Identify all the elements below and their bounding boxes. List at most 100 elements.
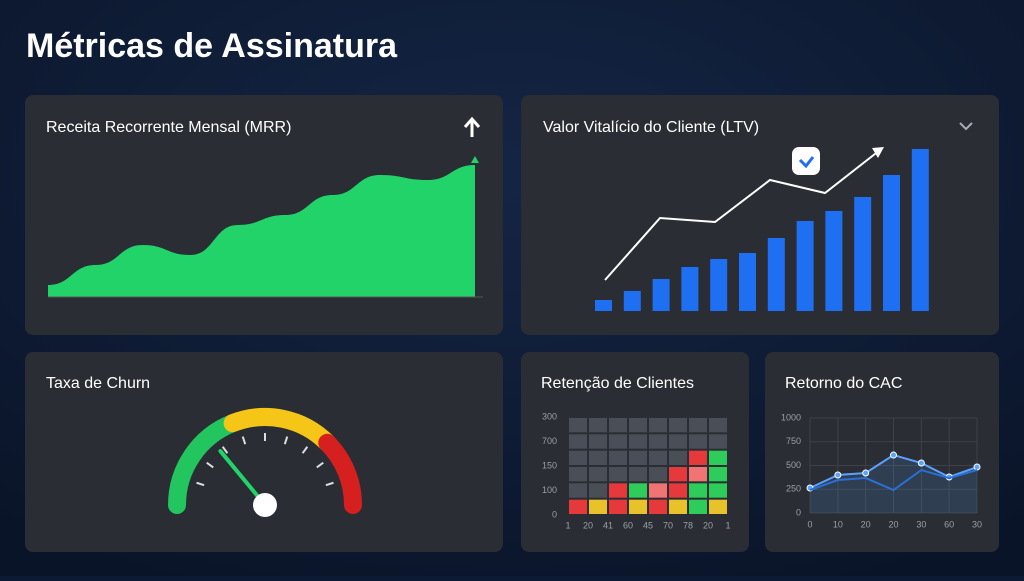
page-title: Métricas de Assinatura xyxy=(26,27,398,65)
heat-cell xyxy=(569,434,587,449)
area xyxy=(48,165,475,297)
bar xyxy=(883,175,900,311)
bar xyxy=(767,238,785,311)
heat-cell xyxy=(709,450,727,465)
bar xyxy=(710,259,728,311)
gauge-tick xyxy=(316,461,324,469)
heat-cell xyxy=(629,467,647,482)
bar xyxy=(911,149,929,311)
bar xyxy=(854,197,872,311)
x-tick-label: 10 xyxy=(833,519,843,529)
heat-cell xyxy=(669,434,687,449)
heat-cell xyxy=(709,499,727,514)
area xyxy=(810,455,977,513)
y-tick-label: 700 xyxy=(542,436,557,446)
heat-cell xyxy=(649,434,667,449)
check-badge xyxy=(792,147,820,175)
bar xyxy=(595,300,612,311)
line xyxy=(809,468,978,492)
heat-cell xyxy=(649,483,667,498)
point xyxy=(917,459,925,467)
point xyxy=(973,463,981,471)
heat-cell xyxy=(629,418,647,433)
heat-cell xyxy=(629,450,647,465)
heat-cell xyxy=(669,499,687,514)
check-icon xyxy=(798,156,815,169)
x-tick-label: 30 xyxy=(972,519,982,529)
point xyxy=(834,471,842,479)
x-tick-label: 20 xyxy=(703,520,713,530)
heat-cell xyxy=(649,450,667,465)
heat-cell xyxy=(609,418,627,433)
gauge-tick xyxy=(206,461,214,469)
card-title: Retenção de Clientes xyxy=(541,375,694,392)
x-tick-label: 1 xyxy=(725,520,730,530)
bar xyxy=(652,279,670,311)
heat-cell xyxy=(589,418,607,433)
card-title: Taxa de Churn xyxy=(46,375,150,392)
heat-cell xyxy=(629,483,647,498)
heat-cell xyxy=(609,434,627,449)
gauge-tick xyxy=(325,481,334,487)
heat-cell xyxy=(709,483,727,498)
x-tick-label: 20 xyxy=(861,519,871,529)
card-title: Retorno do CAC xyxy=(785,375,902,392)
trend-line xyxy=(604,149,881,281)
heat-cell xyxy=(609,450,627,465)
x-tick-label: 78 xyxy=(683,520,693,530)
heat-cell xyxy=(669,418,687,433)
x-tick-label: 0 xyxy=(807,519,812,529)
heat-cell xyxy=(689,418,707,433)
heat-cell xyxy=(609,483,627,498)
heat-cell xyxy=(569,450,587,465)
heat-cell xyxy=(629,434,647,449)
heat-cell xyxy=(649,467,667,482)
heat-cell xyxy=(609,499,627,514)
heat-cell xyxy=(689,467,707,482)
bar xyxy=(623,291,641,311)
x-tick-label: 45 xyxy=(643,520,653,530)
y-tick-label: 0 xyxy=(796,507,801,517)
heat-cell xyxy=(569,467,587,482)
card-title: Valor Vitalício do Cliente (LTV) xyxy=(543,119,759,136)
heat-cell xyxy=(589,450,607,465)
y-tick-label: 250 xyxy=(786,484,801,494)
x-tick-label: 30 xyxy=(916,519,926,529)
gauge-segment xyxy=(318,433,362,514)
gauge-segment xyxy=(223,408,337,452)
bar xyxy=(681,267,699,311)
gauge-tick xyxy=(241,436,247,445)
heat-cell xyxy=(709,467,727,482)
heat-cell xyxy=(649,418,667,433)
heat-cell xyxy=(589,467,607,482)
chevron-icon[interactable] xyxy=(959,122,973,131)
heat-cell xyxy=(629,499,647,514)
heat-cell xyxy=(689,450,707,465)
gauge-segment xyxy=(168,414,242,514)
heat-cell xyxy=(569,418,587,433)
card xyxy=(25,352,503,552)
heat-cell xyxy=(589,483,607,498)
bar xyxy=(825,211,843,311)
heat-cell xyxy=(689,434,707,449)
heat-cell xyxy=(689,483,707,498)
heat-cell xyxy=(709,418,727,433)
x-tick-label: 41 xyxy=(603,520,613,530)
heat-cell xyxy=(569,483,587,498)
trend-up-icon xyxy=(463,116,481,137)
x-tick-label: 1 xyxy=(565,520,570,530)
bar xyxy=(739,253,756,311)
y-tick-label: 1000 xyxy=(781,412,801,422)
heat-cell xyxy=(709,434,727,449)
arrow-head xyxy=(872,147,884,158)
gauge-tick xyxy=(283,436,289,445)
heat-cell xyxy=(589,499,607,514)
x-tick-label: 60 xyxy=(944,519,954,529)
heat-cell xyxy=(609,467,627,482)
gauge-tick xyxy=(221,446,229,454)
heat-cell xyxy=(669,450,687,465)
heat-cell xyxy=(649,499,667,514)
bar xyxy=(796,221,814,311)
x-tick-label: 60 xyxy=(623,520,633,530)
